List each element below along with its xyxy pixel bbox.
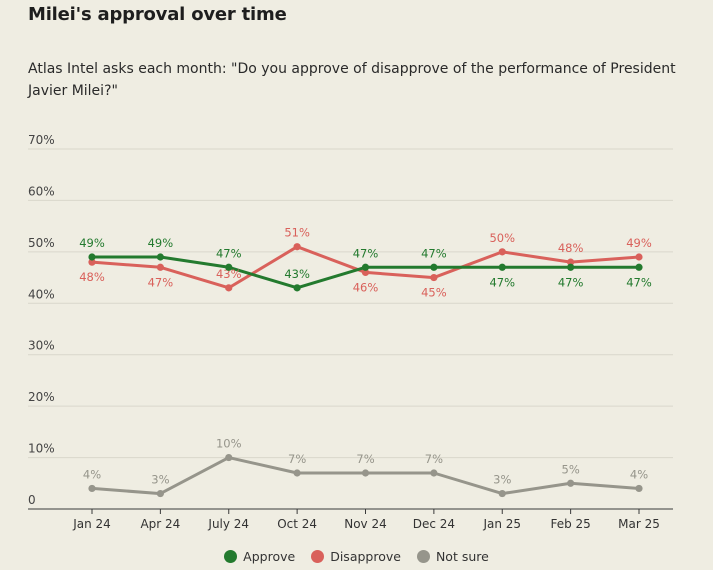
data-label-approve: 47% xyxy=(489,275,515,289)
x-tick-label: Dec 24 xyxy=(413,517,455,531)
data-point-approve xyxy=(156,253,164,261)
data-point-disapprove xyxy=(156,263,164,271)
data-point-approve xyxy=(361,263,370,271)
data-label-approve: 49% xyxy=(148,236,174,250)
data-label-not-sure: 3% xyxy=(493,473,511,487)
legend-label-approve: Approve xyxy=(243,549,296,564)
y-tick-label-50: 50% xyxy=(28,236,55,250)
y-tick-label-10: 10% xyxy=(28,442,55,456)
data-point-disapprove xyxy=(225,284,233,292)
y-tick-label-20: 20% xyxy=(28,390,55,404)
data-point-approve xyxy=(567,263,575,271)
data-label-disapprove: 45% xyxy=(421,286,447,300)
data-point-not-sure xyxy=(361,469,370,477)
data-label-approve: 47% xyxy=(216,246,242,260)
data-point-approve xyxy=(430,263,438,271)
data-point-disapprove xyxy=(498,248,506,256)
data-point-disapprove xyxy=(567,258,575,266)
data-point-disapprove xyxy=(361,268,370,277)
chart-title: Milei's approval over time xyxy=(28,4,287,25)
data-label-not-sure: 3% xyxy=(151,473,169,487)
legend-item-approve[interactable]: Approve xyxy=(224,549,295,564)
data-label-disapprove: 43% xyxy=(216,267,242,281)
legend-item-not-sure[interactable]: Not sure xyxy=(416,549,489,564)
line-chart: 0 10% 20% 30% 40% 50% 60% 70% Jan 24 Apr 24 July 2… xyxy=(28,133,673,531)
legend-swatch-not-sure xyxy=(416,550,430,563)
data-point-disapprove xyxy=(88,258,96,266)
data-point-not-sure xyxy=(225,453,233,462)
legend-swatch-disapprove xyxy=(311,550,325,563)
y-tick-label-0: 0 xyxy=(28,493,36,507)
data-label-approve: 47% xyxy=(558,275,584,289)
data-label-not-sure: 4% xyxy=(83,467,101,481)
chart-legend: Approve Disapprove Not sure xyxy=(0,549,713,564)
data-label-approve: 47% xyxy=(353,246,379,260)
data-point-not-sure xyxy=(567,479,575,487)
data-label-disapprove: 47% xyxy=(148,275,174,289)
data-point-approve xyxy=(293,284,301,292)
data-point-approve xyxy=(498,263,506,271)
data-point-approve xyxy=(225,263,233,271)
data-label-not-sure: 10% xyxy=(216,437,242,451)
y-tick-label-40: 40% xyxy=(28,287,55,301)
data-point-not-sure xyxy=(430,469,438,477)
x-tick-label: Nov 24 xyxy=(344,517,387,531)
data-label-approve: 43% xyxy=(284,267,310,281)
data-label-disapprove: 48% xyxy=(79,270,105,284)
data-point-not-sure xyxy=(88,484,96,493)
legend-item-disapprove[interactable]: Disapprove xyxy=(311,549,401,564)
legend-swatch-approve xyxy=(224,550,238,563)
legend-label-not-sure: Not sure xyxy=(435,549,489,564)
data-point-not-sure xyxy=(498,489,506,498)
data-point-disapprove xyxy=(430,273,438,282)
data-label-disapprove: 51% xyxy=(284,226,310,240)
x-tick-label: July 24 xyxy=(207,517,249,531)
data-point-disapprove xyxy=(635,253,643,261)
data-point-not-sure xyxy=(635,484,643,493)
y-tick-label-60: 60% xyxy=(28,184,55,198)
data-label-not-sure: 7% xyxy=(356,452,374,466)
data-label-approve: 47% xyxy=(421,246,447,260)
x-tick-label: Feb 25 xyxy=(550,517,590,531)
data-point-not-sure xyxy=(156,489,164,498)
data-label-disapprove: 48% xyxy=(558,241,584,255)
data-label-not-sure: 7% xyxy=(425,452,443,466)
data-point-approve xyxy=(88,253,96,261)
legend-label-disapprove: Disapprove xyxy=(330,549,401,564)
x-tick-label: Mar 25 xyxy=(618,517,660,531)
data-label-approve: 47% xyxy=(626,275,652,289)
x-tick-label: Oct 24 xyxy=(277,517,317,531)
chart-subtitle: Atlas Intel asks each month: "Do you app… xyxy=(28,61,676,99)
y-tick-label-70: 70% xyxy=(28,133,55,147)
data-label-not-sure: 7% xyxy=(288,452,306,466)
data-label-disapprove: 46% xyxy=(353,280,379,294)
x-tick-label: Apr 24 xyxy=(140,517,180,531)
data-label-disapprove: 50% xyxy=(489,231,515,245)
data-label-approve: 49% xyxy=(79,236,105,250)
data-point-approve xyxy=(635,263,643,271)
data-point-not-sure xyxy=(293,469,301,477)
x-tick-label: Jan 25 xyxy=(482,517,521,531)
data-label-disapprove: 49% xyxy=(626,236,652,250)
y-tick-label-30: 30% xyxy=(28,339,55,353)
data-label-not-sure: 5% xyxy=(562,462,580,476)
data-label-not-sure: 4% xyxy=(630,467,648,481)
x-tick-label: Jan 24 xyxy=(72,517,111,531)
data-point-disapprove xyxy=(293,243,301,251)
